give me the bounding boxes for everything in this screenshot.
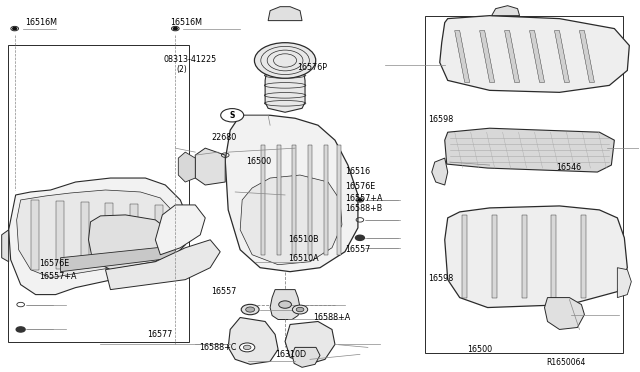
Polygon shape [9, 178, 188, 295]
Polygon shape [292, 347, 320, 367]
Circle shape [16, 327, 25, 332]
Polygon shape [285, 321, 335, 364]
Text: 16598: 16598 [429, 274, 454, 283]
Polygon shape [579, 31, 595, 82]
Text: S: S [230, 111, 235, 120]
Text: 16546: 16546 [556, 163, 581, 172]
Polygon shape [265, 62, 305, 112]
Polygon shape [445, 128, 614, 172]
Polygon shape [81, 202, 88, 268]
Bar [8, 45, 189, 341]
Text: 16510A: 16510A [288, 254, 319, 263]
Polygon shape [292, 145, 296, 255]
Polygon shape [276, 145, 280, 255]
Text: 22680: 22680 [211, 133, 237, 142]
Circle shape [17, 302, 24, 307]
Polygon shape [552, 215, 557, 298]
Polygon shape [195, 148, 225, 185]
Polygon shape [492, 6, 520, 16]
Polygon shape [522, 215, 527, 298]
Text: 08313-41225: 08313-41225 [164, 55, 217, 64]
Text: 16576E: 16576E [39, 259, 69, 268]
Polygon shape [268, 7, 302, 20]
Polygon shape [2, 230, 9, 262]
Polygon shape [445, 206, 627, 308]
Text: 16588+C: 16588+C [198, 343, 236, 352]
Text: 16310D: 16310D [275, 350, 307, 359]
Circle shape [246, 307, 255, 312]
Circle shape [255, 43, 316, 78]
Text: 16588+B: 16588+B [346, 204, 383, 213]
Circle shape [172, 26, 179, 31]
Polygon shape [461, 215, 467, 298]
Circle shape [355, 235, 364, 240]
Polygon shape [106, 203, 113, 267]
Circle shape [296, 307, 304, 312]
Polygon shape [581, 215, 586, 298]
Polygon shape [261, 145, 265, 255]
Text: 16557: 16557 [211, 287, 237, 296]
Polygon shape [88, 215, 172, 270]
Text: 16500: 16500 [467, 344, 492, 353]
Circle shape [356, 198, 364, 202]
Polygon shape [31, 200, 38, 270]
Polygon shape [554, 31, 570, 82]
Polygon shape [17, 190, 175, 278]
Polygon shape [529, 31, 545, 82]
Polygon shape [61, 246, 175, 272]
Polygon shape [131, 204, 138, 266]
Circle shape [278, 301, 291, 308]
Text: 16516M: 16516M [25, 19, 57, 28]
Polygon shape [156, 205, 163, 265]
Text: (2): (2) [176, 65, 187, 74]
Polygon shape [440, 16, 629, 92]
Polygon shape [454, 31, 470, 82]
Circle shape [173, 28, 177, 30]
Text: 16516M: 16516M [170, 19, 202, 28]
Text: 16557+A: 16557+A [346, 194, 383, 203]
Polygon shape [156, 205, 205, 255]
Text: 16576E: 16576E [346, 182, 376, 190]
Polygon shape [504, 31, 520, 82]
Polygon shape [240, 175, 342, 265]
Polygon shape [179, 152, 195, 182]
Polygon shape [337, 145, 341, 255]
Polygon shape [308, 145, 312, 255]
Circle shape [239, 343, 255, 352]
Polygon shape [228, 318, 278, 364]
Text: 16557+A: 16557+A [39, 272, 77, 281]
Polygon shape [56, 201, 63, 269]
Polygon shape [545, 298, 584, 330]
Polygon shape [324, 145, 328, 255]
Text: 16516: 16516 [346, 167, 371, 176]
Polygon shape [432, 158, 448, 185]
Circle shape [11, 26, 19, 31]
Text: 16588+A: 16588+A [314, 313, 351, 322]
Text: 16576P: 16576P [298, 63, 328, 72]
Polygon shape [225, 115, 358, 272]
Text: 16500: 16500 [246, 157, 272, 166]
Polygon shape [479, 31, 495, 82]
Polygon shape [492, 215, 497, 298]
Text: 16557: 16557 [346, 244, 371, 253]
Circle shape [243, 345, 251, 350]
Text: 16577: 16577 [148, 330, 173, 339]
Circle shape [292, 305, 308, 314]
Text: 16598: 16598 [429, 115, 454, 124]
Bar [426, 16, 623, 353]
Circle shape [241, 304, 259, 315]
Circle shape [13, 28, 17, 30]
Polygon shape [106, 240, 220, 290]
Circle shape [358, 199, 362, 201]
Circle shape [221, 109, 244, 122]
Text: R1650064: R1650064 [547, 357, 586, 366]
Text: 16510B: 16510B [288, 235, 319, 244]
Polygon shape [270, 290, 300, 320]
Polygon shape [618, 268, 631, 298]
